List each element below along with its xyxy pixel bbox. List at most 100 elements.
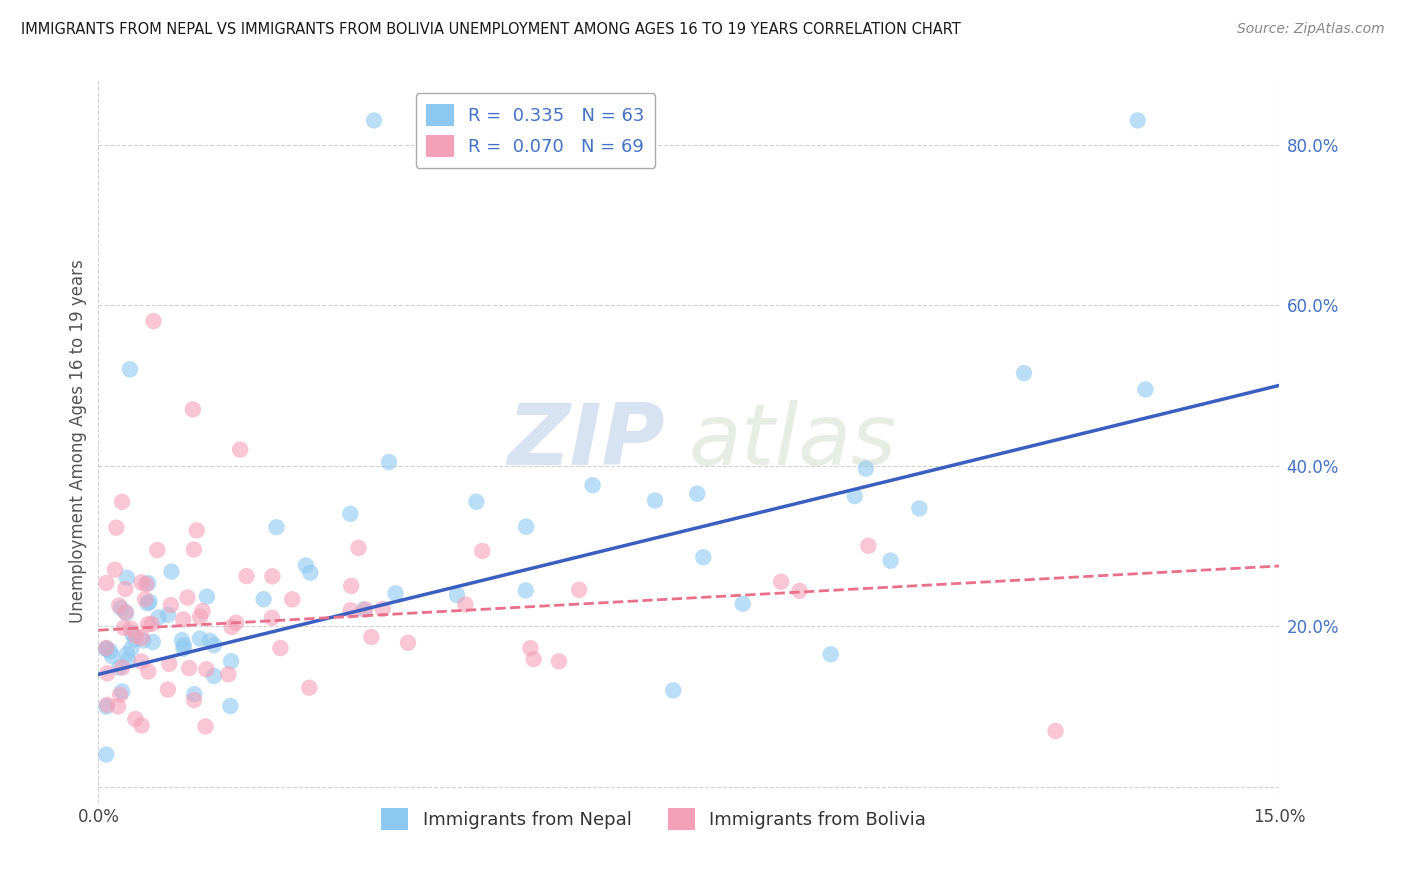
Point <box>354 602 377 616</box>
Point <box>96 698 118 712</box>
Point <box>156 682 179 697</box>
Point <box>1045 724 1067 739</box>
Point <box>879 554 901 568</box>
Point <box>692 550 714 565</box>
Point <box>110 601 132 615</box>
Point <box>299 566 322 580</box>
Point <box>465 494 488 508</box>
Point <box>195 662 218 676</box>
Point <box>371 602 394 616</box>
Point <box>908 501 931 516</box>
Point <box>262 569 284 583</box>
Point <box>548 654 571 668</box>
Point <box>96 699 118 714</box>
Point <box>134 592 156 607</box>
Point <box>446 588 468 602</box>
Point <box>219 654 242 668</box>
Point <box>100 644 122 658</box>
Point <box>115 647 138 661</box>
Point <box>141 616 163 631</box>
Point <box>118 362 141 376</box>
Point <box>121 626 143 640</box>
Point <box>157 657 180 671</box>
Point <box>105 521 128 535</box>
Point <box>107 699 129 714</box>
Point <box>186 524 208 538</box>
Point <box>568 582 591 597</box>
Point <box>269 641 291 656</box>
Point <box>198 633 221 648</box>
Point <box>131 575 153 590</box>
Point <box>221 620 243 634</box>
Y-axis label: Unemployment Among Ages 16 to 19 years: Unemployment Among Ages 16 to 19 years <box>69 260 87 624</box>
Point <box>820 648 842 662</box>
Point <box>281 592 304 607</box>
Point <box>173 638 195 652</box>
Point <box>179 661 201 675</box>
Point <box>120 641 142 656</box>
Point <box>170 633 193 648</box>
Text: atlas: atlas <box>689 400 897 483</box>
Point <box>515 519 537 533</box>
Point <box>581 478 603 492</box>
Text: Source: ZipAtlas.com: Source: ZipAtlas.com <box>1237 22 1385 37</box>
Point <box>188 609 211 624</box>
Legend: Immigrants from Nepal, Immigrants from Bolivia: Immigrants from Nepal, Immigrants from B… <box>374 801 934 837</box>
Point <box>225 615 247 630</box>
Point <box>195 590 218 604</box>
Text: IMMIGRANTS FROM NEPAL VS IMMIGRANTS FROM BOLIVIA UNEMPLOYMENT AMONG AGES 16 TO 1: IMMIGRANTS FROM NEPAL VS IMMIGRANTS FROM… <box>21 22 960 37</box>
Text: ZIP: ZIP <box>508 400 665 483</box>
Point <box>183 687 205 701</box>
Point <box>114 605 136 619</box>
Point <box>202 638 225 652</box>
Point <box>360 630 382 644</box>
Point <box>96 747 118 762</box>
Point <box>108 660 131 674</box>
Point <box>347 541 370 555</box>
Point <box>252 592 274 607</box>
Point <box>340 579 363 593</box>
Point <box>96 641 118 656</box>
Point <box>339 603 361 617</box>
Point <box>142 314 165 328</box>
Point <box>662 683 685 698</box>
Point <box>1012 366 1035 380</box>
Point <box>125 629 148 643</box>
Point <box>120 622 142 636</box>
Point <box>117 653 139 667</box>
Point <box>378 455 401 469</box>
Point <box>454 598 477 612</box>
Point <box>686 486 709 500</box>
Point <box>181 402 204 417</box>
Point <box>138 665 160 679</box>
Point <box>131 631 153 645</box>
Point <box>295 558 318 573</box>
Point <box>1126 113 1149 128</box>
Point <box>96 640 118 655</box>
Point <box>111 494 134 508</box>
Point <box>770 574 793 589</box>
Point <box>136 617 159 632</box>
Point <box>115 606 138 620</box>
Point <box>96 666 118 681</box>
Point <box>111 660 134 674</box>
Point <box>266 520 288 534</box>
Point <box>108 599 131 613</box>
Point <box>114 582 136 596</box>
Point <box>124 712 146 726</box>
Point <box>136 576 159 591</box>
Point <box>183 693 205 707</box>
Point <box>131 655 153 669</box>
Point <box>136 596 159 610</box>
Point <box>644 493 666 508</box>
Point <box>235 569 257 583</box>
Point <box>353 602 375 616</box>
Point <box>132 633 155 648</box>
Point <box>142 635 165 649</box>
Point <box>160 565 183 579</box>
Point <box>131 718 153 732</box>
Point <box>202 669 225 683</box>
Point <box>124 632 146 647</box>
Point <box>1135 383 1157 397</box>
Point <box>183 542 205 557</box>
